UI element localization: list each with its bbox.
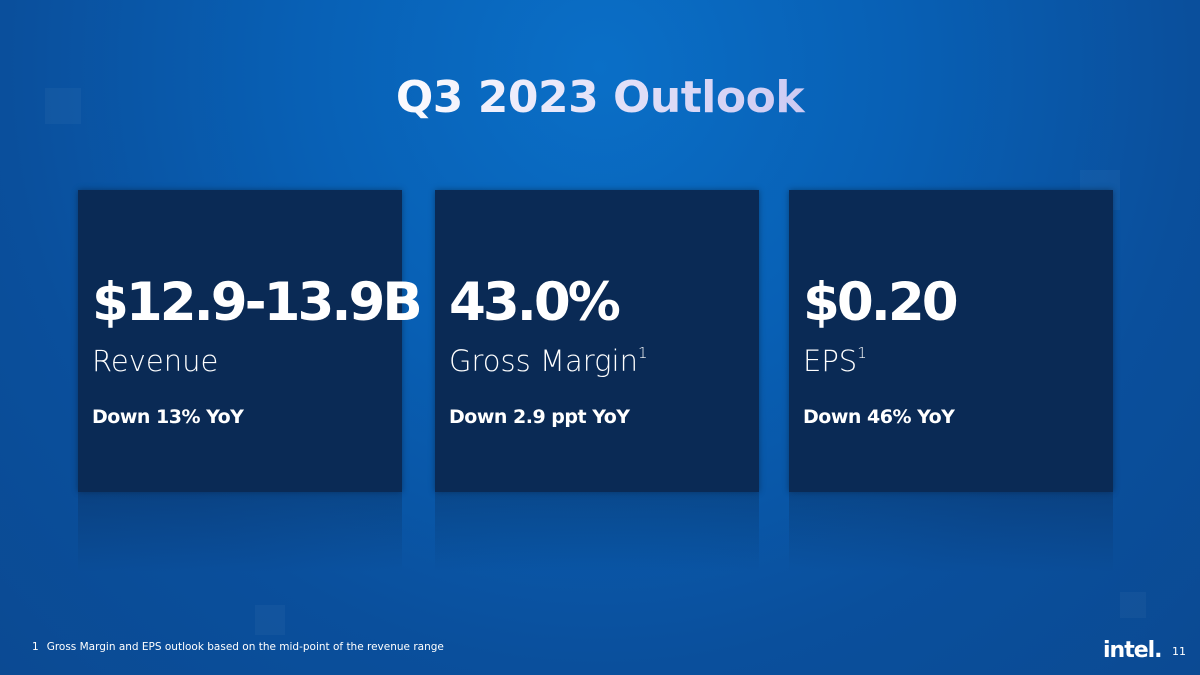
metric-label: Gross Margin1 [449, 344, 648, 378]
metric-note: Down 46% YoY [803, 406, 955, 428]
footnote-text: Gross Margin and EPS outlook based on th… [46, 641, 444, 653]
metric-value: $0.20 [803, 272, 959, 333]
metric-label: Revenue [92, 344, 218, 378]
page-number: 11 [1172, 645, 1186, 658]
metric-label: EPS1 [803, 344, 867, 378]
metric-label-text: Revenue [92, 344, 219, 378]
footnote-ref: 1 [857, 344, 867, 362]
footnote-ref: 1 [637, 344, 648, 362]
metric-value: 43.0% [449, 272, 621, 333]
metric-label-text: EPS [803, 344, 858, 378]
slide-title: Q3 2023 Outlook [0, 72, 1200, 123]
metric-label-text: Gross Margin [449, 344, 638, 378]
background-tile [1120, 592, 1146, 618]
metric-card: $0.20 EPS1 Down 46% YoY [789, 190, 1113, 572]
logo: intel. [1103, 638, 1163, 663]
metric-card: 43.0% Gross Margin1 Down 2.9 ppt YoY [435, 190, 759, 572]
footnote-marker: 1 [32, 641, 39, 653]
metric-card: $12.9-13.9B Revenue Down 13% YoY [78, 190, 423, 572]
background-tile [255, 605, 285, 635]
metric-note: Down 2.9 ppt YoY [449, 406, 630, 428]
metric-value: $12.9-13.9B [92, 272, 423, 333]
metric-note: Down 13% YoY [92, 406, 244, 428]
footnote: 1 Gross Margin and EPS outlook based on t… [32, 641, 444, 653]
